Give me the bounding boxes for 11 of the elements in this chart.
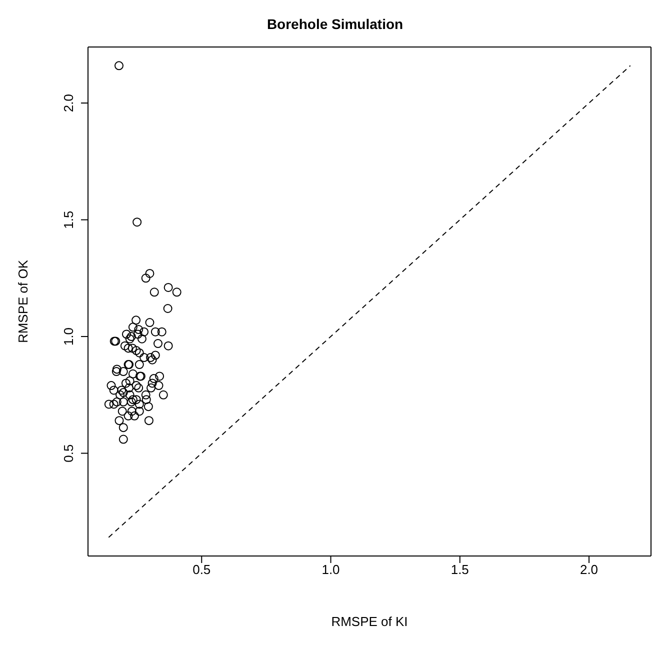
y-tick-label: 0.5 [61,444,76,462]
y-tick-label: 1.5 [61,210,76,229]
y-tick-label: 1.0 [61,327,76,346]
x-tick-label: 0.5 [192,562,211,578]
x-tick-label: 2.0 [580,562,598,578]
y-axis-title: RMSPE of OK [16,260,31,344]
chart-title: Borehole Simulation [266,16,404,34]
x-tick-label: 1.5 [450,562,469,578]
x-axis-title: RMSPE of KI [331,614,408,629]
x-tick-label: 1.0 [322,562,340,578]
y-tick-label: 2.0 [61,94,76,112]
